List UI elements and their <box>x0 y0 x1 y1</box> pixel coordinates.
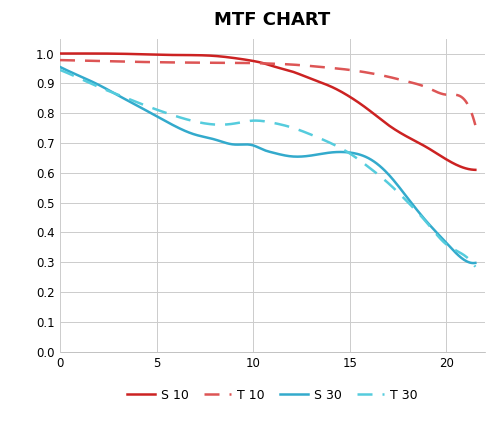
Title: MTF CHART: MTF CHART <box>214 11 330 29</box>
Legend: S 10, T 10, S 30, T 30: S 10, T 10, S 30, T 30 <box>122 384 423 407</box>
